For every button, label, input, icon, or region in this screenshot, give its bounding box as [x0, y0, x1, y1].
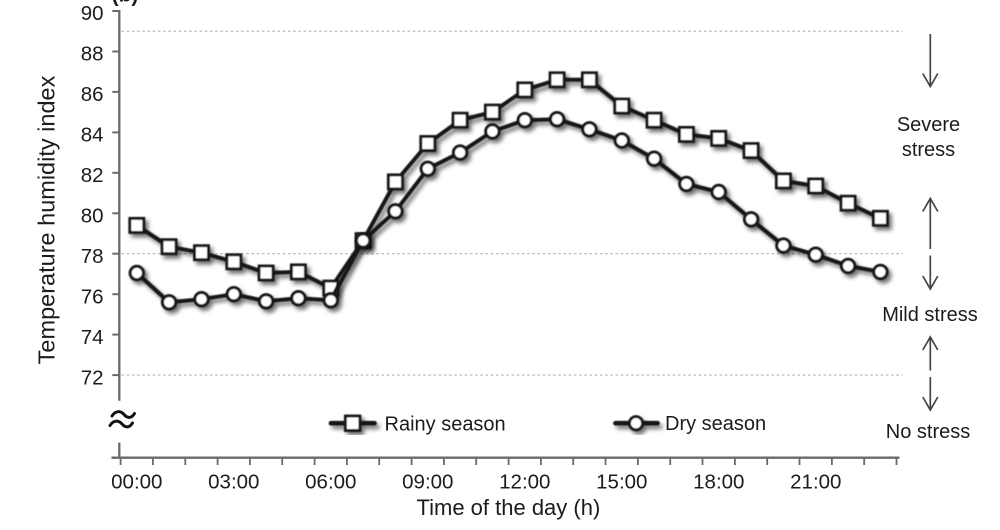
- svg-text:80: 80: [81, 205, 104, 228]
- svg-text:76: 76: [81, 285, 104, 308]
- svg-text:74: 74: [81, 326, 104, 349]
- svg-text:00:00: 00:00: [111, 471, 162, 494]
- svg-text:Mild stress: Mild stress: [882, 304, 978, 326]
- svg-text:88: 88: [81, 43, 104, 66]
- svg-text:72: 72: [81, 366, 104, 389]
- svg-text:12:00: 12:00: [499, 471, 550, 494]
- svg-text:84: 84: [81, 124, 104, 147]
- svg-text:82: 82: [81, 164, 104, 187]
- svg-text:Rainy season: Rainy season: [385, 414, 506, 436]
- svg-text:06:00: 06:00: [305, 471, 356, 494]
- svg-text:18:00: 18:00: [693, 471, 744, 494]
- svg-text:Dry season: Dry season: [665, 413, 766, 435]
- svg-text:Severe: Severe: [897, 114, 960, 136]
- svg-text:No stress: No stress: [886, 421, 970, 443]
- svg-text:90: 90: [81, 2, 104, 25]
- svg-text:Time of the day (h): Time of the day (h): [416, 495, 600, 520]
- svg-text:(b): (b): [112, 0, 139, 7]
- svg-text:21:00: 21:00: [790, 471, 841, 494]
- svg-text:03:00: 03:00: [208, 471, 259, 494]
- svg-text:78: 78: [81, 245, 104, 268]
- svg-text:09:00: 09:00: [402, 471, 453, 494]
- svg-text:15:00: 15:00: [596, 471, 647, 494]
- svg-text:stress: stress: [902, 139, 955, 161]
- svg-text:Temperature humidity index: Temperature humidity index: [34, 75, 60, 364]
- svg-text:86: 86: [81, 83, 104, 106]
